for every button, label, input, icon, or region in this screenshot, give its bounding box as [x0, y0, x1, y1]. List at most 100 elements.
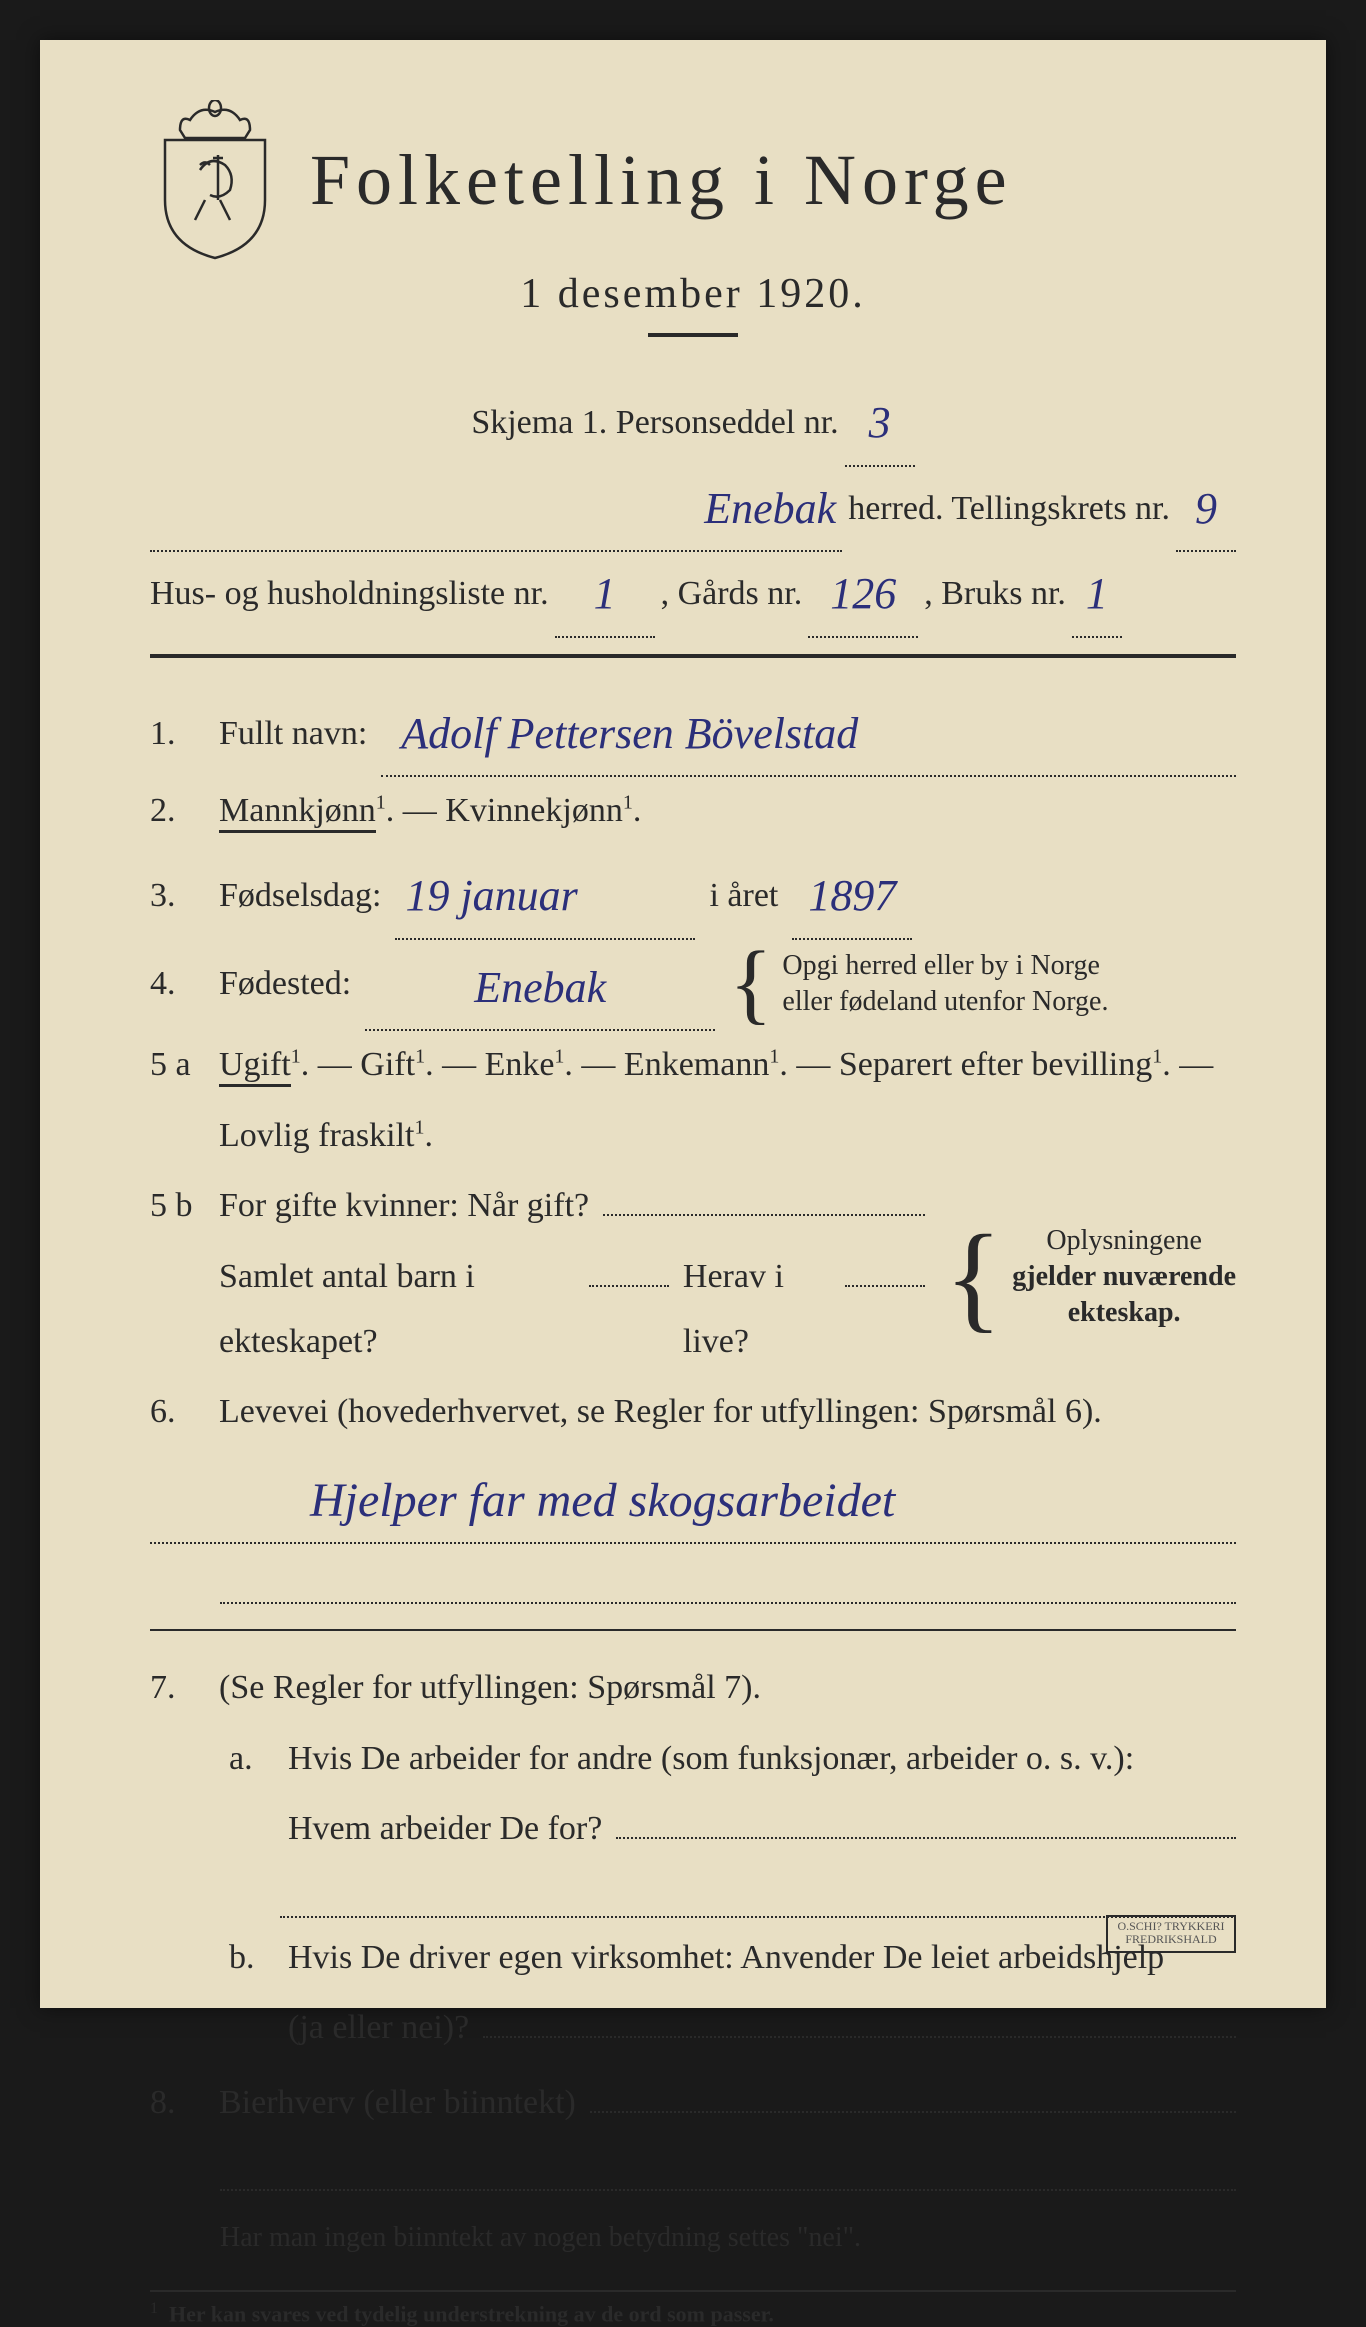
q5a-line2-text: Lovlig fraskilt [219, 1117, 414, 1154]
gards-nr: 126 [808, 552, 918, 638]
census-form-page: Folketelling i Norge 1 desember 1920. Sk… [40, 40, 1326, 2008]
q2-num: 2. [150, 779, 205, 844]
q6-blank-line [220, 1554, 1236, 1604]
q3-label: Fødselsdag: [219, 864, 381, 929]
q5a-s4: 1 [1152, 1046, 1162, 1068]
q2-mann: Mannkjønn [219, 792, 376, 833]
q5a-opt1: Gift [360, 1046, 415, 1083]
q5a-d2: — [573, 1046, 624, 1083]
q3-mid: i året [709, 864, 778, 929]
main-title: Folketelling i Norge [310, 139, 1013, 222]
q3-num: 3. [150, 864, 205, 929]
q3-day: 19 januar [395, 854, 695, 940]
footnote-text: Her kan svares ved tydelig understreknin… [169, 2301, 774, 2326]
q5b-live-field [845, 1285, 925, 1287]
footnote-num: 1 [150, 2300, 158, 2317]
q7a-num: a. [219, 1727, 274, 1792]
q7b-field [483, 2036, 1236, 2038]
q6-label: Levevei (hovederhvervet, se Regler for u… [219, 1380, 1236, 1445]
q2-dash: — [394, 792, 445, 829]
q6-num: 6. [150, 1380, 205, 1445]
q5a-opt2: Enke [485, 1046, 555, 1083]
q3-row: 3. Fødselsdag: 19 januar i året 1897 [150, 850, 1236, 936]
personseddel-nr: 3 [845, 381, 915, 467]
q8-blank-line [220, 2141, 1236, 2191]
q5b-note: { Oplysningene gjelder nuværende ekteska… [945, 1223, 1236, 1332]
q5a-s2: 1 [554, 1046, 564, 1068]
q4-value: Enebak [365, 946, 715, 1032]
herred-row: Enebak herred. Tellingskrets nr. 9 [150, 463, 1236, 549]
q4-note-text: Opgi herred eller by i Norge eller fødel… [782, 948, 1108, 1021]
q5b-n2: gjelder nuværende [1012, 1259, 1236, 1295]
q5b-l2a: Samlet antal barn i ekteskapet? [219, 1245, 575, 1374]
q7b-l1: Hvis De driver egen virksomhet: Anvender… [288, 1926, 1236, 1991]
q5a-opt3: Enkemann [624, 1046, 769, 1083]
herred-value: Enebak [150, 467, 842, 553]
q7-label: (Se Regler for utfyllingen: Spørsmål 7). [219, 1656, 1236, 1721]
q2-sup2: 1 [623, 792, 633, 814]
divider-mid [150, 1629, 1236, 1631]
q1-num: 1. [150, 702, 205, 767]
hus-nr: 1 [555, 552, 655, 638]
q5a-opt4: Separert efter bevilling [839, 1046, 1152, 1083]
q5a-row: 5 a Ugift1. — Gift1. — Enke1. — Enkemann… [150, 1033, 1236, 1098]
stamp-l2: FREDRIKSHALD [1108, 1933, 1234, 1946]
q1-label: Fullt navn: [219, 702, 367, 767]
q6-value-line: Hjelper far med skogsarbeidet [150, 1451, 1236, 1544]
q2-row: 2. Mannkjønn1. — Kvinnekjønn1. [150, 779, 1236, 844]
q5b-l1a: For gifte kvinner: Når gift? [219, 1174, 589, 1239]
q5a-opt0: Ugift [219, 1046, 291, 1087]
divider-top [150, 654, 1236, 658]
q5a-s1: 1 [415, 1046, 425, 1068]
q6-row: 6. Levevei (hovederhvervet, se Regler fo… [150, 1380, 1236, 1445]
q4-note-l1: Opgi herred eller by i Norge [782, 948, 1108, 984]
brace-icon: { [729, 957, 772, 1011]
q5b-l1: 5 b For gifte kvinner: Når gift? [150, 1174, 925, 1239]
bruks-label: , Bruks nr. [924, 562, 1066, 627]
q5b-num: 5 b [150, 1174, 205, 1239]
skjema-row: Skjema 1. Personseddel nr. 3 [150, 377, 1236, 463]
q5a-line2: Lovlig fraskilt1. [219, 1104, 1236, 1169]
questions: 1. Fullt navn: Adolf Pettersen Bövelstad… [150, 688, 1236, 2265]
herred-suffix: herred. Tellingskrets nr. [848, 477, 1170, 542]
q5a-d3: — [788, 1046, 839, 1083]
q5a-d0: — [309, 1046, 360, 1083]
q2-sup1: 1 [376, 792, 386, 814]
q8-label: Bierhverv (eller biinntekt) [219, 2071, 576, 2136]
skjema-label: Skjema 1. Personseddel nr. [471, 391, 838, 456]
q3-year: 1897 [792, 854, 912, 940]
q4-label: Fødested: [219, 952, 351, 1017]
hus-row: Hus- og husholdningsliste nr. 1 , Gårds … [150, 548, 1236, 634]
q4-note: { Opgi herred eller by i Norge eller fød… [729, 948, 1108, 1021]
q7a-row2: Hvem arbeider De for? [150, 1797, 1236, 1862]
q8-num: 8. [150, 2071, 205, 2136]
q1-row: 1. Fullt navn: Adolf Pettersen Bövelstad [150, 688, 1236, 774]
q5a-num: 5 a [150, 1033, 205, 1098]
q5a-row2: Lovlig fraskilt1. [150, 1104, 1236, 1169]
q5a-d1: — [434, 1046, 485, 1083]
q5a-s0: 1 [291, 1046, 301, 1068]
coat-of-arms-icon [150, 100, 280, 260]
q8-row: 8. Bierhverv (eller biinntekt) [150, 2071, 1236, 2136]
q5b-n1: Oplysningene [1012, 1223, 1236, 1259]
subtitle-date: 1 desember 1920. [150, 270, 1236, 318]
footnote: 1 Her kan svares ved tydelig understrekn… [150, 2290, 1236, 2327]
hus-label: Hus- og husholdningsliste nr. [150, 562, 549, 627]
q4-note-l2: eller fødeland utenfor Norge. [782, 984, 1108, 1020]
q4-row: 4. Fødested: Enebak { Opgi herred eller … [150, 942, 1236, 1028]
q7a-row1: a. Hvis De arbeider for andre (som funks… [150, 1727, 1236, 1792]
q5b-left: 5 b For gifte kvinner: Når gift? Samlet … [150, 1174, 925, 1380]
q7-row: 7. (Se Regler for utfyllingen: Spørsmål … [150, 1656, 1236, 1721]
q5b-gift-field [603, 1214, 925, 1216]
footer-note: Har man ingen biinntekt av nogen betydni… [220, 2211, 1236, 2264]
q5a-s5: 1 [414, 1116, 424, 1138]
q7a-l2: Hvem arbeider De for? [288, 1797, 602, 1862]
q7b-l2: (ja eller nei)? [288, 1996, 469, 2061]
printer-stamp: O.SCHI? TRYKKERI FREDRIKSHALD [1106, 1915, 1236, 1953]
q5a-s3: 1 [769, 1046, 779, 1068]
q2-body: Mannkjønn1. — Kvinnekjønn1. [219, 779, 1236, 844]
q1-value: Adolf Pettersen Bövelstad [381, 692, 1236, 778]
q4-num: 4. [150, 952, 205, 1017]
title-divider [648, 333, 738, 337]
q5b-note-text: Oplysningene gjelder nuværende ekteskap. [1012, 1223, 1236, 1332]
